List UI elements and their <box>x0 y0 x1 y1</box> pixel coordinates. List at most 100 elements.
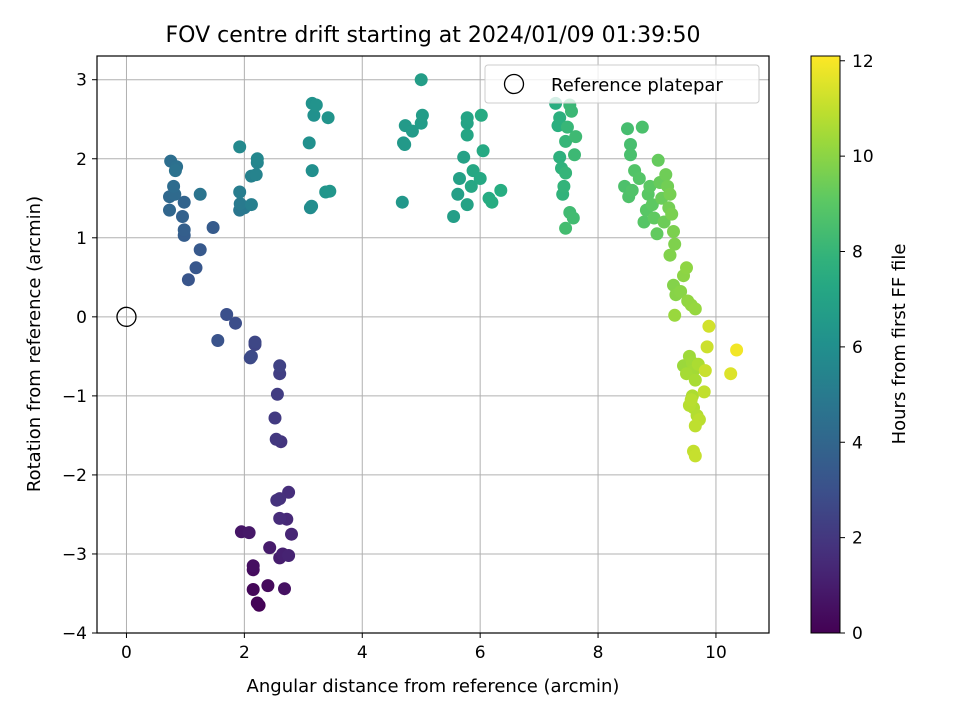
colorbar-tick-label: 8 <box>852 243 863 263</box>
data-point <box>278 582 291 596</box>
data-point <box>244 198 258 212</box>
data-point <box>270 387 284 401</box>
data-point <box>688 302 702 316</box>
data-point <box>569 130 583 144</box>
data-point <box>700 340 714 354</box>
data-point <box>285 527 298 541</box>
data-point <box>189 261 203 275</box>
data-point <box>305 199 319 213</box>
data-point <box>211 334 225 347</box>
y-tick-label: 1 <box>76 229 87 249</box>
data-point <box>624 138 637 151</box>
data-point <box>309 98 323 112</box>
legend-marker-reference <box>503 73 525 95</box>
data-point <box>305 164 319 178</box>
data-point <box>414 73 428 87</box>
y-tick-label: 3 <box>76 71 87 91</box>
y-tick-label: 2 <box>76 150 87 170</box>
data-point <box>453 172 466 185</box>
data-point <box>667 225 680 238</box>
data-point <box>261 579 275 593</box>
data-point <box>168 164 182 178</box>
data-point <box>643 179 657 193</box>
legend-entry-reference: Reference platepar <box>551 75 723 96</box>
data-point <box>674 285 688 298</box>
data-point <box>624 148 637 162</box>
data-point <box>568 148 581 162</box>
data-point <box>181 273 195 287</box>
data-point <box>177 223 191 237</box>
colorbar-ticks: 0 2 4 6 8 10 12 <box>840 52 874 644</box>
data-point <box>460 198 474 212</box>
data-point <box>220 308 234 321</box>
data-point <box>206 221 220 234</box>
data-point <box>176 210 189 223</box>
data-point <box>246 559 260 573</box>
data-point <box>268 411 282 425</box>
data-point <box>688 449 702 463</box>
data-point <box>263 541 277 555</box>
data-point <box>553 111 567 125</box>
y-tick-label: −3 <box>62 545 87 565</box>
data-point <box>566 211 580 225</box>
data-point <box>302 136 316 150</box>
x-tick-label: 8 <box>593 643 604 663</box>
data-point <box>730 343 744 357</box>
data-point <box>177 195 191 209</box>
x-tick-label: 10 <box>705 643 727 663</box>
data-point <box>668 308 682 322</box>
data-point <box>635 120 649 134</box>
data-point <box>473 172 487 185</box>
data-point <box>451 187 465 201</box>
legend: Reference platepar <box>484 64 760 104</box>
data-point <box>244 349 258 363</box>
data-point <box>395 195 409 209</box>
data-point <box>269 432 283 446</box>
data-point <box>668 237 682 251</box>
x-tick-label: 6 <box>475 643 486 663</box>
data-point <box>242 526 256 540</box>
data-point <box>663 248 677 262</box>
colorbar-tick-label: 0 <box>852 624 863 644</box>
data-point <box>680 261 693 275</box>
data-point <box>688 373 702 387</box>
data-point <box>233 140 247 154</box>
data-point <box>233 197 247 211</box>
data-point <box>665 207 679 221</box>
colorbar-tick-label: 6 <box>852 338 863 358</box>
data-point <box>645 198 659 212</box>
data-point <box>321 111 335 125</box>
data-point <box>684 393 698 407</box>
data-point <box>474 108 488 122</box>
colorbar-tick-label: 12 <box>852 52 874 72</box>
data-point <box>248 335 262 349</box>
data-point <box>557 179 571 193</box>
data-point <box>625 183 639 197</box>
y-tick-label: −1 <box>62 387 87 407</box>
data-point <box>559 221 573 235</box>
data-point <box>447 210 461 223</box>
x-axis-label: Angular distance from reference (arcmin) <box>247 676 620 697</box>
data-point <box>193 187 207 201</box>
data-point <box>632 172 646 185</box>
data-point <box>405 124 419 138</box>
data-point <box>460 111 474 125</box>
data-point <box>163 203 176 217</box>
data-point <box>650 227 664 241</box>
data-point <box>270 493 284 507</box>
colorbar-tick-label: 2 <box>852 529 863 549</box>
colorbar-tick-label: 4 <box>852 433 863 453</box>
data-point <box>464 179 478 193</box>
x-tick-label: 0 <box>121 643 132 663</box>
data-point <box>702 319 716 333</box>
y-tick-label: −4 <box>62 624 87 644</box>
data-point <box>553 150 567 164</box>
axis-ticks: 0 2 4 6 8 10 −4 −3 −2 −1 0 1 2 3 <box>62 71 727 663</box>
data-point <box>167 179 181 193</box>
data-point <box>273 359 287 373</box>
data-point <box>307 108 321 122</box>
data-point <box>249 168 263 182</box>
data-points <box>116 73 744 612</box>
data-point <box>651 153 665 167</box>
